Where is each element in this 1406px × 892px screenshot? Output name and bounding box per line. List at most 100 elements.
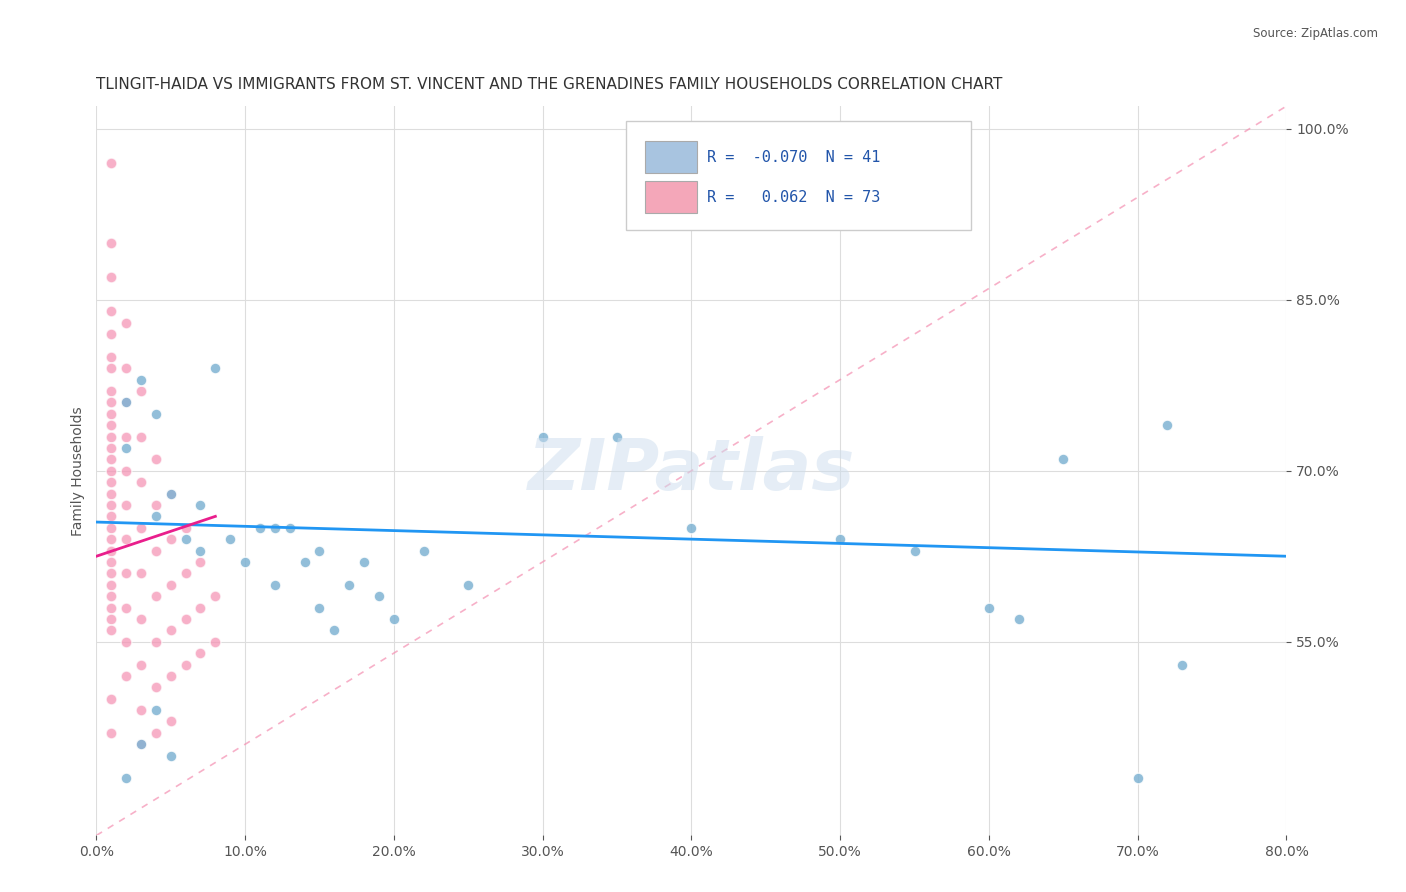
Text: R =  -0.070  N = 41: R = -0.070 N = 41	[707, 150, 880, 165]
Point	[115, 772, 138, 786]
Point	[100, 726, 122, 740]
Point	[115, 316, 138, 330]
Point	[100, 624, 122, 638]
Point	[100, 156, 122, 170]
Point	[100, 578, 122, 592]
Point	[249, 521, 271, 535]
Point	[100, 509, 122, 524]
Point	[129, 373, 152, 387]
Text: ZIPatlas: ZIPatlas	[527, 436, 855, 505]
Point	[190, 543, 212, 558]
Point	[129, 703, 152, 717]
Point	[294, 555, 316, 569]
Point	[100, 395, 122, 409]
Point	[115, 429, 138, 443]
Point	[337, 578, 360, 592]
Point	[368, 589, 391, 603]
Point	[145, 407, 167, 421]
Text: TLINGIT-HAIDA VS IMMIGRANTS FROM ST. VINCENT AND THE GRENADINES FAMILY HOUSEHOLD: TLINGIT-HAIDA VS IMMIGRANTS FROM ST. VIN…	[97, 78, 1002, 93]
Point	[100, 486, 122, 500]
Point	[100, 326, 122, 341]
Point	[100, 691, 122, 706]
Point	[145, 726, 167, 740]
Point	[145, 498, 167, 512]
Point	[190, 600, 212, 615]
Point	[115, 566, 138, 581]
Point	[129, 612, 152, 626]
Point	[145, 634, 167, 648]
Point	[100, 270, 122, 285]
Point	[100, 600, 122, 615]
Point	[145, 509, 167, 524]
Point	[115, 669, 138, 683]
Text: R =   0.062  N = 73: R = 0.062 N = 73	[707, 190, 880, 205]
Point	[100, 498, 122, 512]
Point	[1156, 418, 1178, 433]
Point	[308, 543, 330, 558]
Point	[100, 418, 122, 433]
Point	[129, 521, 152, 535]
Point	[100, 475, 122, 490]
Point	[159, 714, 181, 729]
Point	[681, 521, 703, 535]
Text: Source: ZipAtlas.com: Source: ZipAtlas.com	[1253, 27, 1378, 40]
Point	[323, 624, 346, 638]
Point	[100, 361, 122, 376]
FancyBboxPatch shape	[645, 181, 697, 213]
Point	[263, 578, 285, 592]
Point	[145, 452, 167, 467]
Point	[100, 384, 122, 398]
Point	[100, 304, 122, 318]
Point	[382, 612, 405, 626]
Point	[1052, 452, 1074, 467]
Point	[190, 555, 212, 569]
Point	[159, 532, 181, 546]
Point	[129, 737, 152, 751]
Point	[263, 521, 285, 535]
Point	[159, 578, 181, 592]
Point	[1171, 657, 1194, 672]
Point	[1008, 612, 1031, 626]
Point	[353, 555, 375, 569]
Point	[174, 521, 197, 535]
Point	[606, 429, 628, 443]
Point	[174, 532, 197, 546]
Point	[278, 521, 301, 535]
Point	[145, 681, 167, 695]
Point	[145, 703, 167, 717]
Point	[100, 235, 122, 250]
Point	[903, 543, 925, 558]
Point	[115, 395, 138, 409]
Point	[115, 498, 138, 512]
Point	[100, 350, 122, 364]
Point	[190, 646, 212, 660]
Point	[100, 589, 122, 603]
Point	[412, 543, 434, 558]
Point	[129, 566, 152, 581]
Point	[531, 429, 554, 443]
Point	[100, 612, 122, 626]
Point	[100, 429, 122, 443]
Point	[100, 532, 122, 546]
Point	[115, 600, 138, 615]
Point	[1126, 772, 1149, 786]
Point	[190, 498, 212, 512]
Point	[100, 441, 122, 455]
Point	[457, 578, 479, 592]
Point	[115, 634, 138, 648]
Point	[115, 441, 138, 455]
Point	[159, 486, 181, 500]
Point	[115, 464, 138, 478]
Point	[100, 452, 122, 467]
Point	[219, 532, 242, 546]
Point	[129, 429, 152, 443]
Point	[308, 600, 330, 615]
Point	[159, 748, 181, 763]
Point	[174, 612, 197, 626]
Point	[830, 532, 852, 546]
Point	[100, 566, 122, 581]
Y-axis label: Family Households: Family Households	[72, 406, 86, 535]
Point	[129, 737, 152, 751]
FancyBboxPatch shape	[645, 141, 697, 173]
Point	[100, 555, 122, 569]
